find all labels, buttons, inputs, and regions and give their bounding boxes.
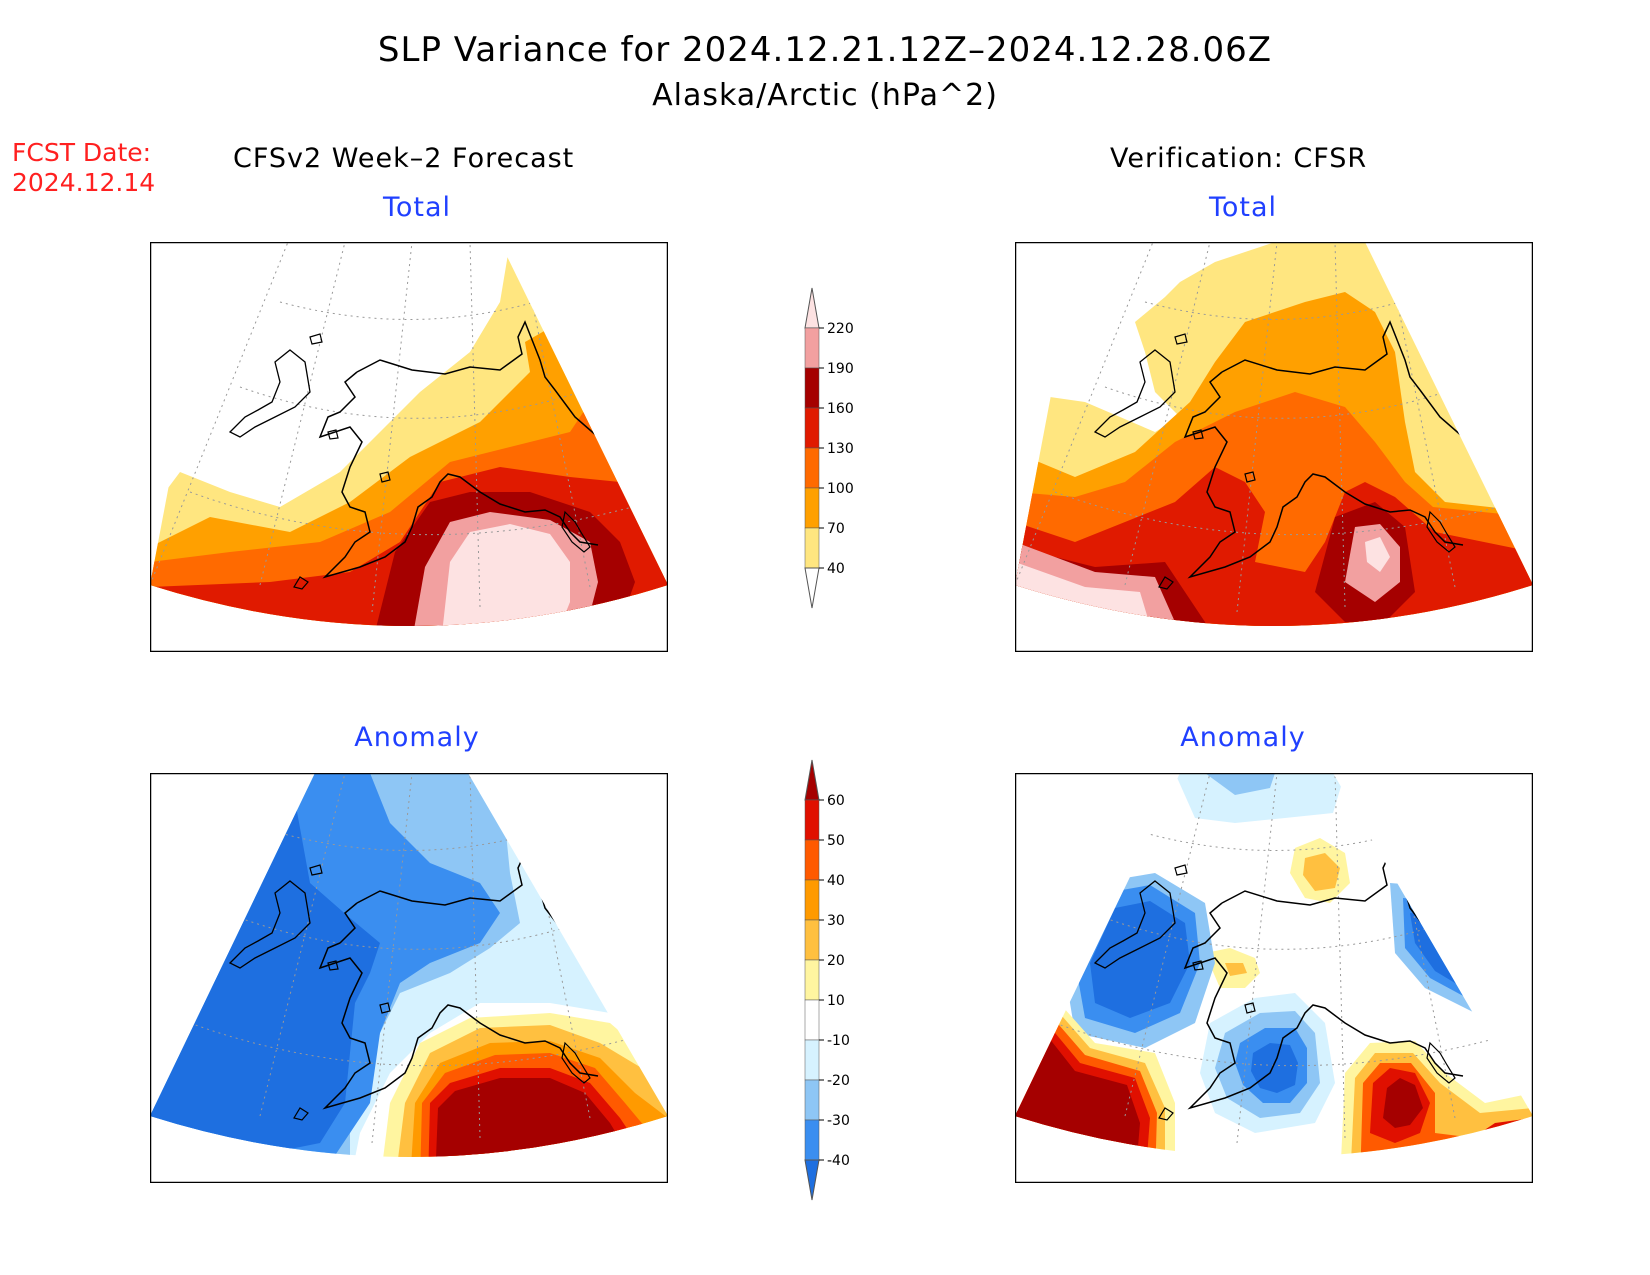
anomaly-colorbar-label: 10 [827, 993, 845, 1009]
anomaly-colorbar-label: -30 [827, 1113, 850, 1129]
verification-anomaly-title: Anomaly [1180, 722, 1306, 753]
forecast-anomaly-title: Anomaly [354, 722, 480, 753]
anomaly-colorbar-label: -40 [827, 1153, 850, 1169]
anomaly-colorbar: -40 -30 -20 -10 10 20 30 40 50 60 [804, 759, 850, 1201]
total-colorbar-swatch [804, 487, 820, 529]
anomaly-colorbar-swatch [804, 839, 820, 881]
anomaly-colorbar-label: -20 [827, 1073, 850, 1089]
anomaly-colorbar-swatch [804, 799, 820, 841]
verification-total-map [1015, 242, 1533, 652]
verification-anomaly-map [1015, 773, 1533, 1183]
total-colorbar-label: 190 [827, 361, 854, 377]
anomaly-colorbar-bottom-arrow [804, 1159, 820, 1201]
total-colorbar-swatch [804, 327, 820, 369]
total-colorbar-label: 100 [827, 481, 854, 497]
anomaly-colorbar-label: 50 [827, 833, 845, 849]
verification-total-title: Total [1208, 192, 1278, 223]
total-colorbar: 40 70 100 130 160 190 220 [804, 287, 854, 609]
verification-column-header: Verification: CFSR [1110, 143, 1368, 174]
anomaly-colorbar-label: -10 [827, 1033, 850, 1049]
total-colorbar-label: 70 [827, 521, 845, 537]
total-colorbar-label: 220 [827, 321, 854, 337]
figure-subtitle: Alaska/Arctic (hPa^2) [652, 78, 998, 113]
anomaly-colorbar-swatch [804, 1119, 820, 1161]
total-colorbar-swatch [804, 527, 820, 569]
total-colorbar-label: 160 [827, 401, 854, 417]
anomaly-colorbar-swatch [804, 999, 820, 1041]
total-colorbar-swatch [804, 447, 820, 489]
total-colorbar-bottom-arrow [804, 567, 820, 609]
anomaly-colorbar-top-arrow [804, 759, 820, 801]
anomaly-colorbar-swatch [804, 879, 820, 921]
forecast-total-map [150, 242, 668, 652]
total-colorbar-swatch [804, 367, 820, 409]
anomaly-colorbar-label: 60 [827, 793, 845, 809]
anomaly-colorbar-swatch [804, 1039, 820, 1081]
anomaly-colorbar-label: 40 [827, 873, 845, 889]
forecast-column-header: CFSv2 Week–2 Forecast [233, 143, 575, 174]
total-colorbar-top-arrow [804, 287, 820, 329]
anomaly-colorbar-swatch [804, 959, 820, 1001]
total-colorbar-label: 40 [827, 561, 845, 577]
figure-title: SLP Variance for 2024.12.21.12Z–2024.12.… [377, 30, 1273, 70]
anomaly-colorbar-label: 30 [827, 913, 845, 929]
total-colorbar-swatch [804, 407, 820, 449]
total-colorbar-label: 130 [827, 441, 854, 457]
fcst-date-label: FCST Date: [12, 138, 152, 167]
anomaly-colorbar-swatch [804, 1079, 820, 1121]
anomaly-colorbar-swatch [804, 919, 820, 961]
fcst-date-value: 2024.12.14 [12, 168, 156, 197]
forecast-total-title: Total [382, 192, 452, 223]
forecast-anomaly-map [150, 773, 668, 1183]
anomaly-colorbar-label: 20 [827, 953, 845, 969]
